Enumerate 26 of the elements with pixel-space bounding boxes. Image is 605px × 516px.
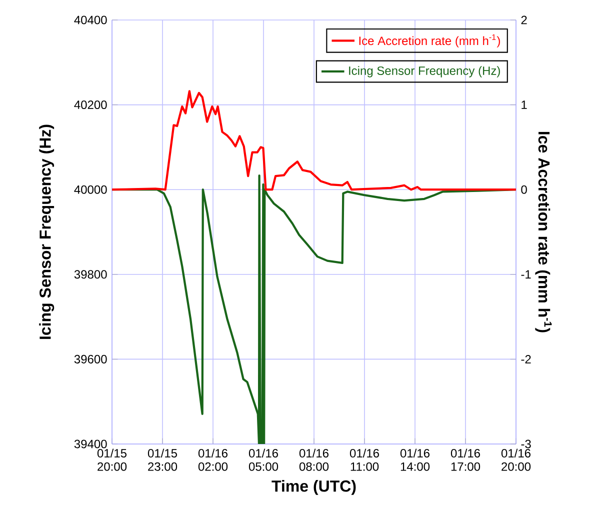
- legend-label: Icing Sensor Frequency (Hz): [349, 66, 500, 78]
- x-tick-label: 01/16 17:00: [450, 448, 480, 471]
- y2-tick-label: -1: [521, 270, 531, 279]
- y2-tick-label: 2: [521, 16, 527, 24]
- y-tick-label: 40200: [74, 100, 107, 110]
- y2-tick-label: -3: [521, 440, 531, 448]
- y2-tick-label: 0: [521, 185, 527, 194]
- x-tick-label: 01/16 14:00: [400, 448, 430, 471]
- y2-axis-title: Ice Accretion rate (mm h$^{-1}$): [535, 132, 552, 332]
- y-tick-label: 40400: [74, 16, 107, 24]
- y-axis-title: Icing Sensor Frequency (Hz): [39, 124, 54, 339]
- x-axis-title: Time (UTC): [272, 480, 356, 495]
- y-tick-label: 39800: [74, 270, 107, 279]
- x-tick-label: 01/15 23:00: [148, 448, 178, 471]
- y2-tick-label: -2: [521, 354, 531, 364]
- y-tick-label: 39400: [74, 440, 107, 448]
- x-tick-label: 01/15 20:00: [97, 448, 127, 471]
- y-tick-label: 40000: [74, 185, 107, 194]
- legend-label: Ice Accretion rate (mm h$^{-1}$): [359, 34, 500, 48]
- x-tick-label: 01/16 11:00: [350, 448, 379, 471]
- x-tick-label: 01/16 20:00: [501, 448, 531, 471]
- y2-tick-label: 1: [522, 100, 527, 109]
- y-tick-label: 39600: [74, 354, 107, 364]
- x-tick-label: 01/16 02:00: [198, 448, 228, 471]
- x-tick-label: 01/16 05:00: [248, 448, 278, 471]
- x-tick-label: 01/16 08:00: [299, 448, 329, 471]
